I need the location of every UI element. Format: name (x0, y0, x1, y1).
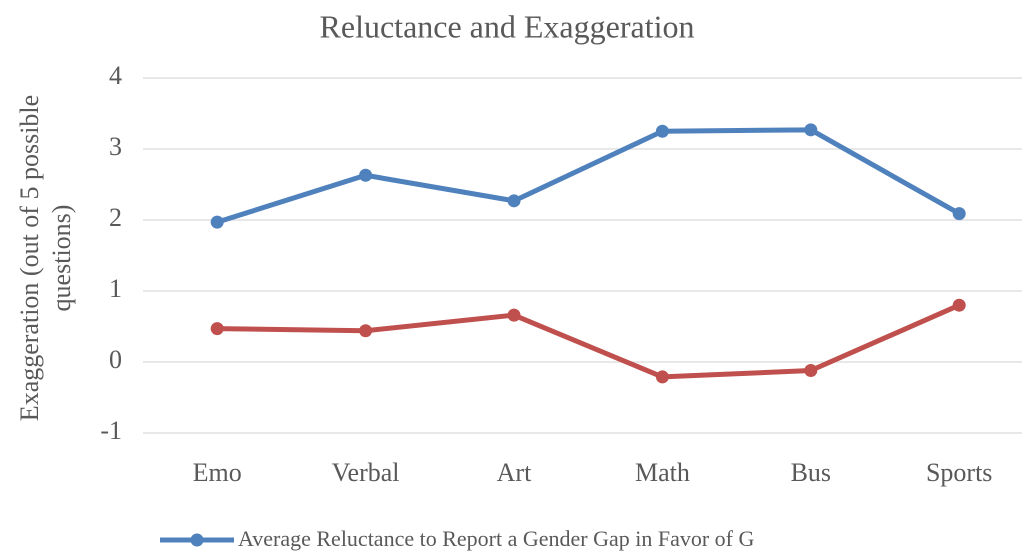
y-axis-label-line: questions) (47, 205, 76, 312)
series-line (214, 127, 962, 225)
y-tick-label: -1 (100, 416, 122, 445)
x-tick-label: Math (635, 458, 690, 487)
point (804, 123, 818, 137)
x-tick-label: Verbal (332, 458, 400, 487)
legend-marker (190, 533, 204, 547)
point (210, 322, 224, 336)
point (507, 194, 521, 208)
y-axis-label-line: Exaggeration (out of 5 possible (15, 95, 44, 421)
legend-label: Average Reluctance to Report a Gender Ga… (238, 526, 755, 551)
point (952, 298, 966, 312)
point (804, 364, 818, 378)
series-line (214, 302, 962, 380)
x-tick-label: Bus (791, 458, 831, 487)
chart-title: Reluctance and Exaggeration (320, 8, 695, 44)
point (507, 308, 521, 322)
y-tick-label: 4 (109, 61, 122, 90)
y-tick-label: 1 (109, 274, 122, 303)
y-tick-label: 3 (109, 132, 122, 161)
y-axis-label: Exaggeration (out of 5 possible question… (15, 95, 76, 421)
x-tick-label: Emo (193, 458, 242, 487)
point (952, 207, 966, 221)
y-tick-label: 0 (109, 345, 122, 374)
x-tick-label: Sports (926, 458, 992, 487)
point (655, 370, 669, 384)
point (359, 168, 373, 182)
point (655, 124, 669, 138)
y-tick-label: 2 (109, 203, 122, 232)
point (210, 215, 224, 229)
x-tick-label: Art (497, 458, 532, 487)
point (359, 324, 373, 338)
